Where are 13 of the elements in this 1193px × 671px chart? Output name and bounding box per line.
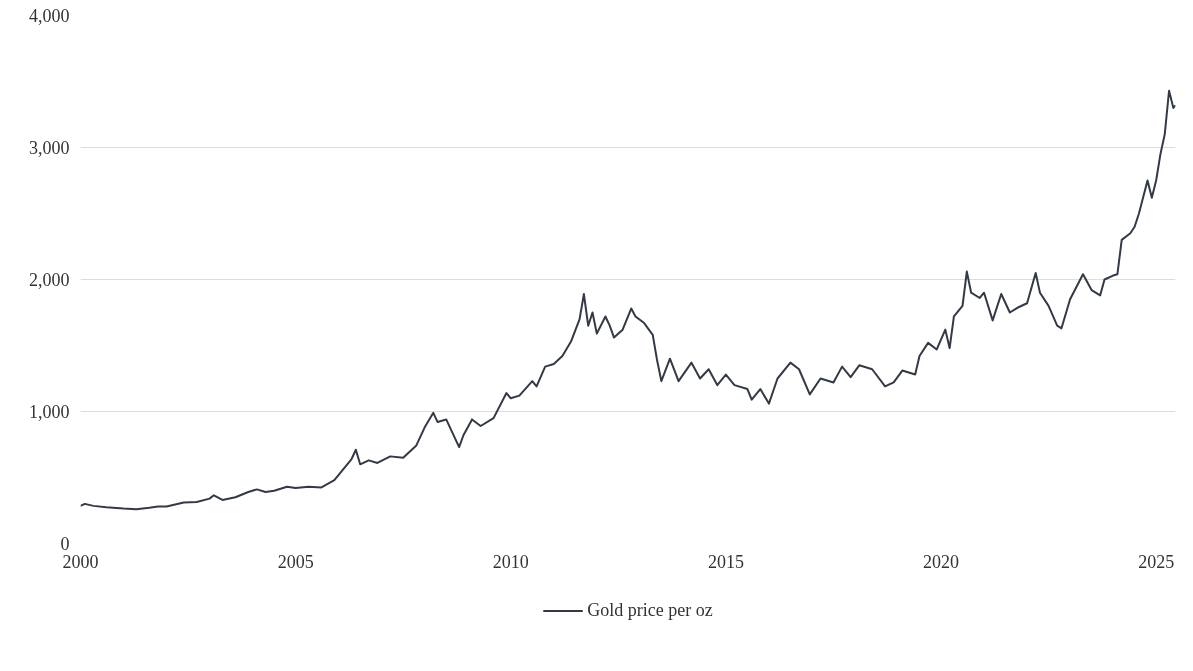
y-tick-label: 4,000 — [29, 6, 70, 26]
y-tick-label: 0 — [60, 534, 70, 554]
line-series — [80, 89, 1176, 511]
x-tick-label: 2025 — [1138, 551, 1175, 572]
x-tick-label: 2005 — [277, 551, 314, 572]
y-tick-label: 3,000 — [29, 138, 70, 158]
y-tick-label: 1,000 — [29, 402, 70, 422]
x-tick-label: 2000 — [62, 551, 99, 572]
y-tick-label: 2,000 — [29, 270, 70, 290]
x-tick-label: 2010 — [492, 551, 529, 572]
legend-label: Gold price per oz — [587, 599, 713, 621]
x-tick-label: 2020 — [923, 551, 960, 572]
x-tick-label: 2015 — [707, 551, 744, 572]
